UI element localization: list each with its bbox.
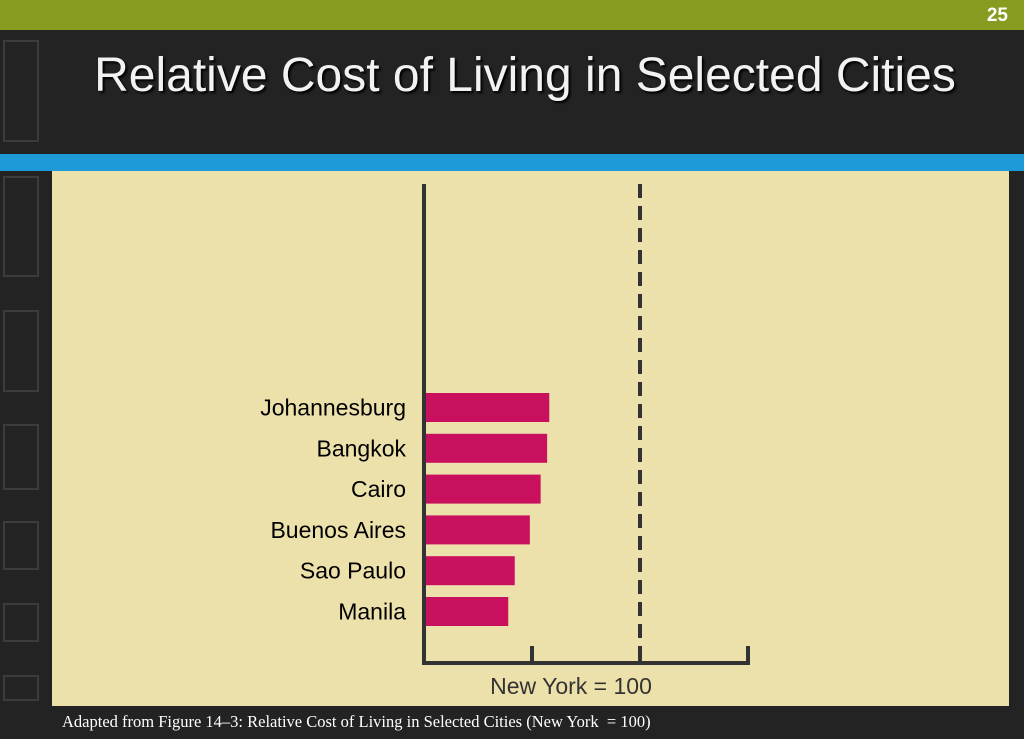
bar xyxy=(426,556,515,586)
bar xyxy=(426,515,530,545)
title-divider-band xyxy=(0,154,1024,171)
x-axis-label: New York = 100 xyxy=(490,673,652,699)
decorative-frame xyxy=(3,310,39,392)
bar xyxy=(426,474,541,504)
decorative-frame xyxy=(3,521,39,570)
bar xyxy=(426,433,548,463)
category-label: Cairo xyxy=(351,476,406,502)
top-accent-bar xyxy=(0,0,1024,30)
bar xyxy=(426,597,509,626)
slide-number: 25 xyxy=(986,5,1008,26)
decorative-frame xyxy=(3,40,39,142)
page-title: Relative Cost of Living in Selected Citi… xyxy=(94,49,956,102)
decorative-frame xyxy=(3,424,39,490)
bar xyxy=(426,393,550,422)
category-label: Bangkok xyxy=(316,435,406,461)
category-label: Manila xyxy=(338,599,406,625)
category-label: Buenos Aires xyxy=(270,517,406,543)
decorative-frame xyxy=(3,176,39,277)
category-label: Johannesburg xyxy=(260,395,406,421)
figure-caption: Adapted from Figure 14–3: Relative Cost … xyxy=(62,712,651,731)
decorative-frame xyxy=(3,603,39,642)
decorative-frame xyxy=(3,675,39,701)
category-label: Sao Paulo xyxy=(300,558,406,584)
